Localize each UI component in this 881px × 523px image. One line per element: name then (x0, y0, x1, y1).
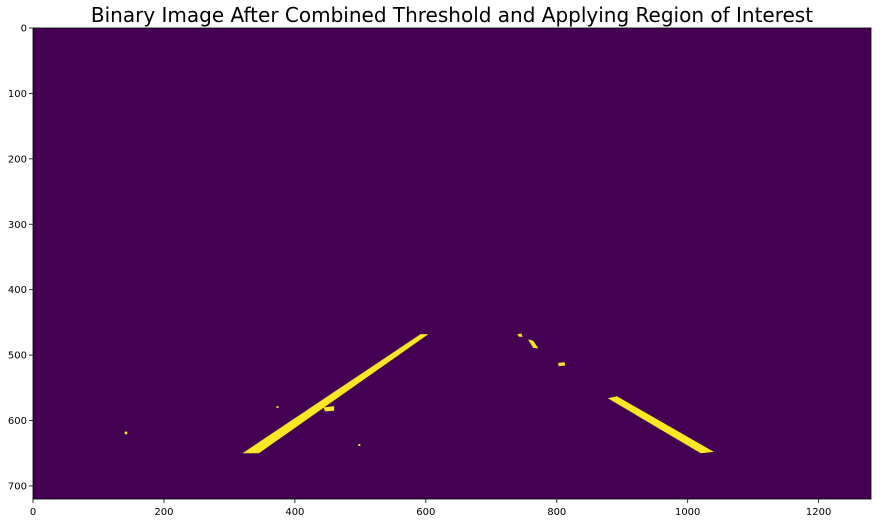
x-tick-label: 600 (416, 507, 435, 518)
binary-image-background (33, 28, 871, 499)
chart-title: Binary Image After Combined Threshold an… (91, 3, 813, 27)
right-lane-line (607, 396, 714, 454)
y-tick-label: 700 (8, 481, 27, 492)
x-tick-label: 0 (30, 507, 36, 518)
y-tick-label: 0 (21, 24, 27, 35)
speck-2 (527, 339, 539, 349)
left-lane-line (242, 334, 429, 454)
x-tick-label: 200 (154, 507, 173, 518)
y-tick-label: 600 (8, 416, 27, 427)
speck-1 (517, 333, 523, 337)
speck-7 (358, 444, 361, 447)
y-tick-label: 300 (8, 220, 27, 231)
x-tick-label: 1200 (806, 507, 831, 518)
speck-4 (323, 406, 335, 412)
x-axis: 0 200 400 600 800 1000 1200 (30, 499, 831, 518)
binary-image-foreground (124, 333, 714, 454)
x-tick-label: 1000 (675, 507, 700, 518)
speck-5 (124, 431, 128, 435)
axes-frame (32, 27, 872, 500)
x-tick-label: 800 (547, 507, 566, 518)
y-tick-label: 100 (8, 89, 27, 100)
speck-6 (276, 406, 279, 409)
image-plot (32, 27, 872, 500)
y-tick-label: 400 (8, 285, 27, 296)
y-tick-label: 500 (8, 351, 27, 362)
y-axis: 0 100 200 300 400 500 600 700 (8, 24, 33, 492)
x-tick-label: 400 (285, 507, 304, 518)
y-tick-label: 200 (8, 154, 27, 165)
speck-3 (558, 362, 566, 367)
